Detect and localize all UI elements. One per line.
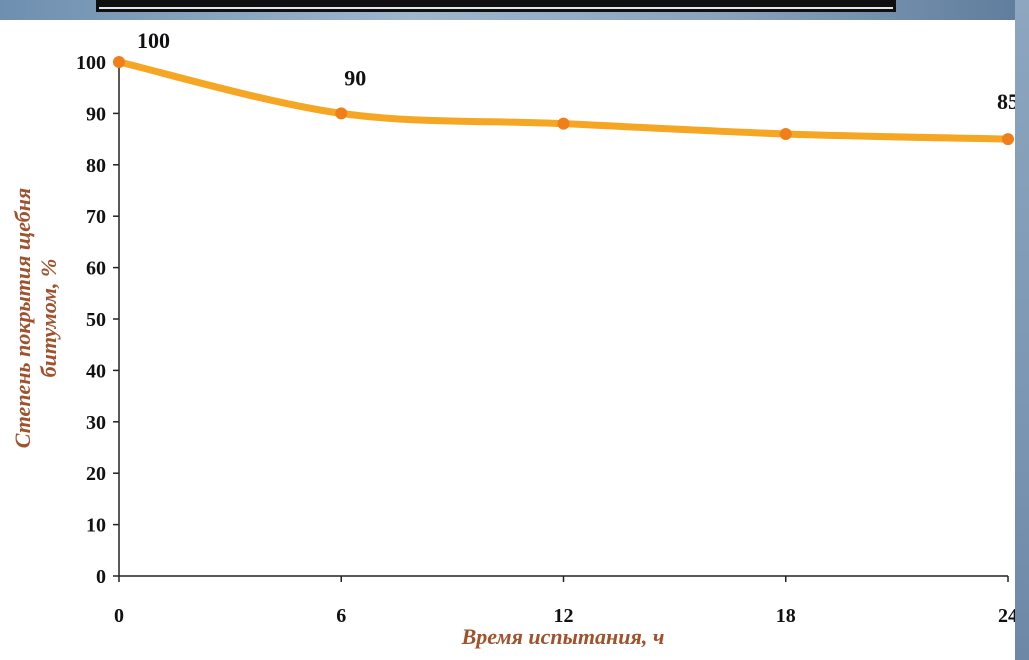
data-point [557, 117, 570, 130]
y-axis-title-line-1: Степень покрытия щебня [10, 188, 35, 449]
series-markers [113, 56, 1014, 146]
title-bar [96, 0, 896, 12]
y-tick-label: 0 [96, 566, 106, 588]
y-tick-label: 20 [86, 463, 106, 485]
x-tick-label: 18 [776, 605, 796, 627]
y-tick-label: 60 [86, 258, 106, 280]
x-tick-label: 6 [336, 605, 346, 627]
chart-ticks: 0 10 20 30 40 50 60 70 80 90 100 0 6 12 18 24 [76, 52, 1015, 627]
data-point [779, 127, 792, 140]
data-label: 90 [344, 65, 366, 90]
y-tick-label: 40 [86, 360, 106, 382]
y-tick-label: 70 [86, 206, 106, 228]
data-point [113, 56, 125, 68]
y-tick-label: 90 [86, 103, 106, 125]
x-tick-label: 12 [554, 605, 574, 627]
y-tick-label: 10 [86, 515, 106, 537]
y-tick-label: 80 [86, 155, 106, 177]
y-tick-label: 50 [86, 309, 106, 331]
data-label: 85 [997, 89, 1015, 114]
x-tick-label: 0 [114, 605, 124, 627]
x-tick-label: 24 [998, 605, 1015, 627]
y-tick-label: 30 [86, 412, 106, 434]
y-axis-title: Степень покрытия щебня битумом, % [10, 188, 61, 449]
data-label: 100 [137, 28, 170, 53]
side-gradient-band [1015, 0, 1029, 660]
data-point [335, 107, 348, 120]
data-labels: 100 90 85 [137, 28, 1015, 114]
data-point [1002, 133, 1014, 146]
y-tick-label: 100 [76, 52, 106, 74]
x-axis-title: Время испытания, ч [461, 624, 665, 649]
y-axis-title-line-2: битумом, % [36, 259, 61, 378]
